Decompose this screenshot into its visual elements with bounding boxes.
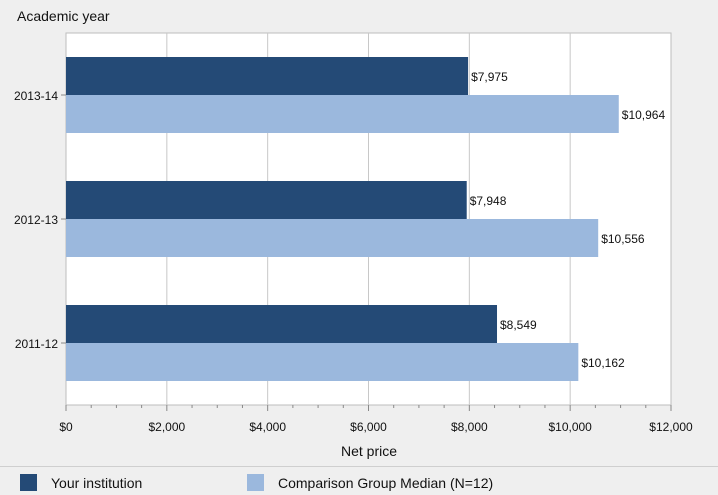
x-tick-label: $2,000 (148, 420, 185, 434)
x-tick-label: $6,000 (350, 420, 387, 434)
legend-swatch-your-institution (20, 474, 37, 491)
x-tick-label: $8,000 (451, 420, 488, 434)
y-axis-tick-labels: 2013-14 2012-13 2011-12 (14, 89, 66, 351)
bar-comparison-group-2012-13 (66, 219, 599, 257)
legend: Your institution Comparison Group Median… (0, 466, 718, 495)
y-tick-label: 2013-14 (14, 89, 58, 103)
y-axis-title: Academic year (17, 8, 110, 24)
bar-comparison-group-2011-12 (66, 343, 579, 381)
bar-value-label: $10,162 (581, 356, 625, 370)
bar-your-institution-2013-14 (66, 57, 469, 95)
x-tick-label: $10,000 (548, 420, 592, 434)
net-price-chart: $7,975$10,964$7,948$10,556$8,549$10,162 … (14, 8, 693, 459)
x-tick-label: $4,000 (249, 420, 286, 434)
x-axis-title: Net price (341, 443, 397, 459)
bar-value-label: $8,549 (500, 318, 537, 332)
bar-value-label: $10,964 (622, 108, 666, 122)
bar-comparison-group-2013-14 (66, 95, 619, 133)
bar-labels: $7,975 $10,964 $7,948 $10,556 $8,549 $10,162 (470, 70, 666, 370)
legend-item-your-institution: Your institution (20, 474, 142, 491)
y-tick-label: 2012-13 (14, 213, 58, 227)
legend-swatch-comparison-group (247, 474, 264, 491)
y-tick-label: 2011-12 (15, 337, 58, 351)
x-tick-label: $0 (59, 420, 73, 434)
bar-value-label: $7,948 (470, 194, 507, 208)
x-tick-label: $12,000 (649, 420, 693, 434)
legend-label-your-institution: Your institution (51, 474, 143, 491)
x-axis-tick-labels: $0 $2,000 $4,000 $6,000 $8,000 $10,000 $12,000 (59, 420, 693, 434)
bar-value-label: $10,556 (601, 232, 645, 246)
legend-item-comparison-group: Comparison Group Median (N=12) (247, 474, 493, 491)
bar-your-institution-2012-13 (66, 181, 467, 219)
bar-value-label: $7,975 (471, 70, 508, 84)
legend-label-comparison-group: Comparison Group Median (N=12) (278, 474, 494, 491)
bars (66, 57, 619, 381)
bar-your-institution-2011-12 (66, 305, 498, 343)
